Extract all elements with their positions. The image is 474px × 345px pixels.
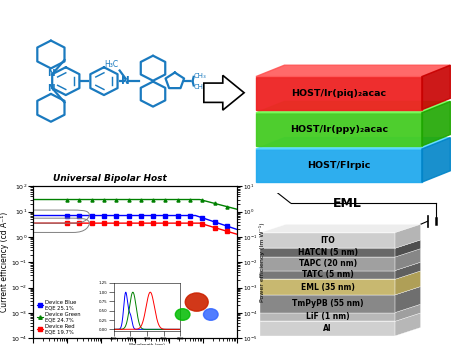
Polygon shape (256, 138, 450, 149)
Text: Universal Bipolar Host: Universal Bipolar Host (53, 174, 166, 183)
Polygon shape (395, 249, 420, 270)
Text: TmPyPB (55 nm): TmPyPB (55 nm) (292, 299, 364, 308)
Polygon shape (256, 149, 422, 182)
Polygon shape (395, 313, 420, 336)
Polygon shape (256, 101, 450, 113)
Text: H₃C: H₃C (104, 60, 118, 69)
Polygon shape (260, 271, 420, 279)
Polygon shape (395, 287, 420, 313)
Text: HATCN (5 nm): HATCN (5 nm) (298, 248, 358, 257)
Polygon shape (260, 279, 395, 295)
Text: HOST/Ir(piq)₂acac: HOST/Ir(piq)₂acac (292, 89, 386, 98)
Polygon shape (260, 257, 395, 270)
Text: N: N (47, 69, 55, 78)
Text: Al: Al (323, 324, 332, 333)
Y-axis label: Current efficiency (cd A⁻¹): Current efficiency (cd A⁻¹) (0, 212, 9, 312)
Polygon shape (260, 240, 420, 248)
Text: EML (35 nm): EML (35 nm) (301, 283, 355, 292)
Polygon shape (256, 113, 422, 146)
Polygon shape (260, 295, 395, 313)
Polygon shape (260, 233, 395, 248)
Text: CH₃: CH₃ (193, 73, 206, 79)
Polygon shape (260, 262, 420, 270)
Text: HOST/FIrpic: HOST/FIrpic (307, 161, 371, 170)
Polygon shape (260, 313, 395, 321)
Polygon shape (422, 138, 450, 182)
Polygon shape (256, 77, 422, 110)
Text: N: N (121, 76, 130, 86)
Polygon shape (422, 101, 450, 146)
Polygon shape (260, 321, 395, 336)
Polygon shape (260, 249, 420, 257)
Y-axis label: Power efficiency (lm W⁻¹): Power efficiency (lm W⁻¹) (259, 223, 265, 302)
Text: HOST/Ir(ppy)₂acac: HOST/Ir(ppy)₂acac (290, 125, 388, 134)
Polygon shape (395, 262, 420, 279)
Polygon shape (260, 313, 420, 321)
Text: TATC (5 nm): TATC (5 nm) (302, 270, 354, 279)
Circle shape (203, 309, 218, 320)
Polygon shape (395, 224, 420, 248)
X-axis label: Wavelength (nm): Wavelength (nm) (129, 343, 165, 345)
Text: CH₃: CH₃ (193, 83, 206, 90)
Text: EML: EML (333, 197, 362, 210)
Polygon shape (395, 271, 420, 295)
Polygon shape (260, 248, 395, 257)
Legend: Device Blue
EQE 25.1%, Device Green
EQE 24.7%, Device Red
EQE 19.7%: Device Blue EQE 25.1%, Device Green EQE … (36, 299, 82, 335)
Circle shape (185, 293, 208, 311)
Polygon shape (260, 287, 420, 295)
Polygon shape (256, 65, 450, 77)
Text: ITO: ITO (320, 236, 335, 245)
Polygon shape (260, 270, 395, 279)
Circle shape (175, 309, 190, 320)
Polygon shape (260, 224, 420, 233)
Polygon shape (260, 304, 420, 313)
Polygon shape (395, 304, 420, 321)
Text: N: N (47, 84, 55, 93)
Text: LiF (1 nm): LiF (1 nm) (306, 313, 349, 322)
Polygon shape (422, 65, 450, 110)
Text: TAPC (20 nm): TAPC (20 nm) (299, 259, 357, 268)
Polygon shape (395, 240, 420, 257)
FancyArrow shape (204, 75, 244, 110)
